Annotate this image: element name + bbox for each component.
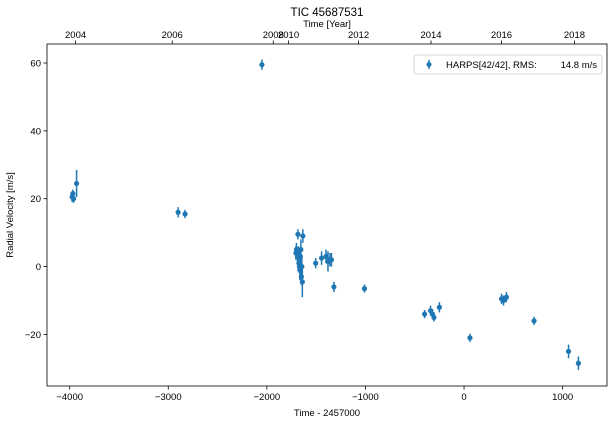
x-tick-label: −4000 [56, 392, 83, 403]
data-point [361, 286, 368, 292]
x-axis-label: Time - 2457000 [294, 408, 360, 419]
data-point [575, 360, 582, 366]
x-tick-label: −3000 [155, 392, 182, 403]
data-point [175, 209, 181, 215]
data-point [503, 294, 510, 300]
y-tick-label: 40 [30, 126, 41, 137]
top-x-tick-label: 2014 [420, 30, 441, 41]
top-x-tick-label: 2018 [564, 30, 585, 41]
y-tick-label: 0 [36, 262, 41, 273]
data-point [295, 231, 301, 237]
data-point [531, 318, 537, 324]
top-x-tick-label: 2012 [348, 30, 369, 41]
data-point [298, 247, 304, 253]
data-point [500, 297, 507, 304]
legend-box [413, 54, 603, 75]
x-tick-label: 1000 [552, 392, 573, 403]
legend-value: 14.8 m/s [561, 60, 598, 71]
plot-frame [46, 43, 608, 387]
data-point [565, 348, 572, 354]
y-tick-label: 60 [30, 59, 41, 70]
chart-title: TIC 45687531 [291, 7, 364, 19]
data-point [318, 255, 325, 261]
y-tick-label: −20 [25, 330, 41, 341]
x-tick-label: 0 [461, 392, 466, 403]
top-x-tick-label: 2006 [162, 30, 183, 41]
y-tick-label: 20 [30, 194, 41, 205]
x-tick-label: −1000 [352, 392, 379, 403]
y-axis-label: Radial Velocity [m/s] [5, 172, 16, 258]
legend: HARPS[42/42], RMS: 14.8 m/s [413, 54, 603, 75]
data-point [328, 257, 335, 263]
data-point [300, 233, 306, 239]
axis-ticks: −4000 −3000 −2000 −1000 0 1000 −20 0 20 40 60 2004 2… [25, 30, 585, 403]
data-point [73, 180, 80, 187]
legend-marker [426, 62, 432, 67]
data-point [182, 211, 188, 217]
top-x-tick-label: 2008 [263, 30, 284, 41]
data-point [70, 191, 76, 197]
data-point [431, 314, 437, 321]
data-point [331, 284, 337, 290]
top-x-tick-label: 2010 [278, 30, 299, 41]
top-x-tick-label: 2016 [491, 30, 512, 41]
data-point [299, 279, 305, 285]
data-point [259, 62, 265, 68]
top-x-tick-label: 2004 [65, 30, 86, 41]
data-point [467, 335, 473, 341]
data-point [71, 196, 77, 202]
data-point [313, 260, 319, 266]
data-point [422, 311, 428, 317]
data-point [436, 304, 442, 310]
x-tick-label: −2000 [254, 392, 281, 403]
top-x-axis-label: Time [Year] [303, 19, 351, 30]
legend-label: HARPS[42/42], RMS: [446, 60, 537, 71]
data-points [69, 59, 582, 371]
